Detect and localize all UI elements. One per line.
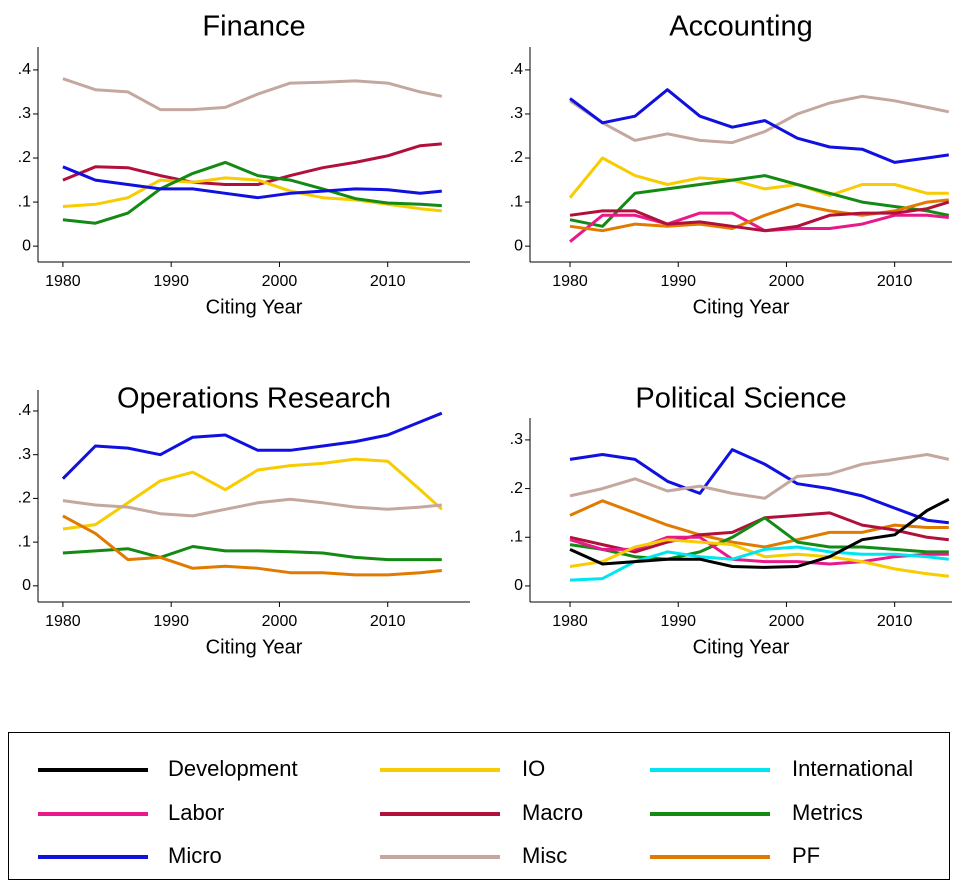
legend-label: Micro	[168, 843, 222, 868]
legend-label: IO	[522, 756, 545, 781]
x-axis-label: Citing Year	[206, 296, 303, 318]
legend-label: Labor	[168, 800, 224, 825]
series-line	[569, 497, 950, 569]
x-axis-label: Citing Year	[206, 636, 303, 658]
x-tick-label: 2000	[769, 273, 805, 290]
y-tick-label: .3	[18, 105, 31, 122]
series-line	[569, 535, 949, 566]
legend-label: Misc	[522, 843, 567, 868]
x-tick-label: 1980	[552, 273, 588, 290]
chart-title: Operations Research	[117, 383, 391, 415]
x-tick-label: 2010	[877, 273, 913, 290]
series-line	[62, 514, 442, 577]
x-tick-label: 1990	[153, 613, 189, 630]
x-tick-label: 1980	[552, 613, 588, 630]
x-tick-label: 2000	[769, 613, 805, 630]
series-line	[569, 538, 949, 578]
y-tick-label: .3	[510, 105, 523, 122]
series-line	[569, 453, 950, 500]
series-line	[62, 457, 443, 531]
series-line	[62, 497, 442, 518]
chart-title: Accounting	[669, 11, 813, 43]
y-tick-label: 0	[22, 577, 31, 594]
x-axis-label: Citing Year	[693, 296, 790, 318]
series-line	[62, 142, 442, 186]
legend-label: International	[792, 756, 913, 781]
chart-title: Finance	[202, 11, 305, 43]
series-line	[62, 160, 442, 225]
series-line	[569, 198, 949, 233]
x-tick-label: 1990	[153, 273, 189, 290]
series-line	[569, 448, 949, 525]
y-tick-label: .1	[18, 193, 31, 210]
legend-label: PF	[792, 843, 820, 868]
y-tick-label: .1	[18, 533, 31, 550]
x-tick-label: 1990	[660, 273, 696, 290]
y-tick-label: .2	[510, 149, 523, 166]
legend-label: Metrics	[792, 800, 863, 825]
y-tick-label: 0	[514, 237, 523, 254]
series-line	[569, 88, 950, 164]
legend-box	[8, 732, 950, 880]
series-line	[568, 156, 949, 199]
x-tick-label: 2010	[370, 273, 406, 290]
y-tick-label: .2	[510, 480, 523, 497]
x-tick-label: 1980	[45, 273, 81, 290]
x-tick-label: 1990	[660, 613, 696, 630]
series-line	[569, 174, 950, 228]
y-tick-label: .4	[18, 402, 31, 419]
x-tick-label: 2010	[877, 613, 913, 630]
x-tick-label: 2000	[262, 273, 298, 290]
series-line	[569, 516, 949, 561]
y-tick-label: .1	[510, 193, 523, 210]
y-tick-label: .1	[510, 528, 523, 545]
y-tick-label: .3	[510, 431, 523, 448]
chart-title: Political Science	[635, 383, 846, 415]
legend-label: Macro	[522, 800, 583, 825]
legend-label: Development	[168, 756, 298, 781]
x-tick-label: 1980	[45, 613, 81, 630]
y-tick-label: .4	[510, 61, 523, 78]
y-tick-label: 0	[22, 237, 31, 254]
y-tick-label: 0	[514, 577, 523, 594]
series-line	[62, 165, 442, 200]
series-line	[569, 94, 950, 145]
y-tick-label: .2	[18, 149, 31, 166]
series-line	[61, 411, 443, 480]
x-axis-label: Citing Year	[693, 636, 790, 658]
y-tick-label: .4	[18, 61, 31, 78]
y-tick-label: .3	[18, 446, 31, 463]
series-line	[62, 77, 443, 112]
y-tick-label: .2	[18, 490, 31, 507]
series-line	[569, 499, 949, 549]
series-line	[569, 200, 950, 233]
x-tick-label: 2010	[370, 613, 406, 630]
x-tick-label: 2000	[262, 613, 298, 630]
series-line	[62, 545, 442, 562]
